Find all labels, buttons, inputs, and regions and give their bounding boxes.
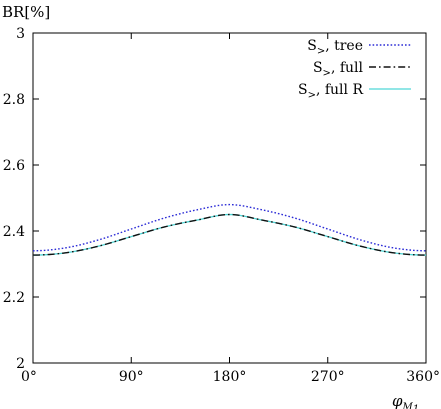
tick-labels: 0° 90° 180° 270° 360° 2 2.2 2.4 2.6 2.8 3 xyxy=(3,26,440,385)
legend: S>, tree S>, full S>, full R xyxy=(298,38,411,101)
legend-label: S>, full xyxy=(313,60,364,79)
series xyxy=(32,203,427,256)
x-tick-label: 180° xyxy=(213,369,247,385)
y-tick-label: 2 xyxy=(16,356,25,372)
y-tick-label: 2.8 xyxy=(3,92,25,108)
y-tick-label: 2.4 xyxy=(3,224,25,240)
x-tick-label: 90° xyxy=(119,369,144,385)
ticks xyxy=(32,32,427,364)
x-axis-title: φM1 xyxy=(392,392,419,409)
plot-frame xyxy=(32,32,427,364)
y-tick-label: 2.6 xyxy=(3,158,25,174)
legend-label: S>, full R xyxy=(298,82,363,101)
y-tick-label: 3 xyxy=(16,26,25,42)
y-tick-label: 2.2 xyxy=(3,290,25,306)
series-line xyxy=(32,213,427,256)
series-line xyxy=(32,213,427,256)
x-tick-label: 360° xyxy=(406,369,440,385)
x-tick-label: 270° xyxy=(311,369,345,385)
legend-label: S>, tree xyxy=(307,38,363,57)
series-line xyxy=(32,203,427,252)
y-axis-title: BR[%] xyxy=(2,3,50,21)
x-tick-label: 0° xyxy=(21,369,37,385)
